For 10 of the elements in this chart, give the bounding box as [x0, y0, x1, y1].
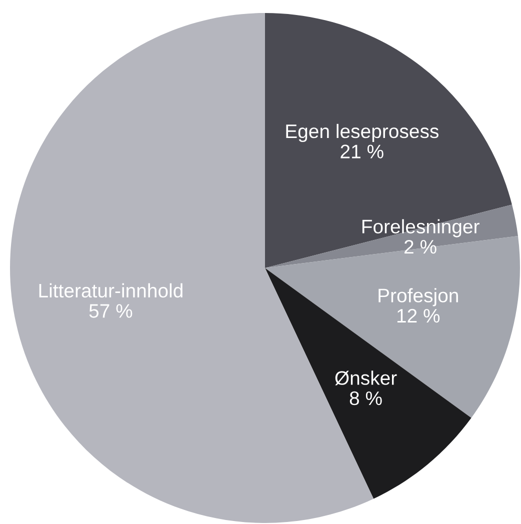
slice-label: Egen leseprosess — [286, 124, 438, 142]
slice-label: Ønsker — [335, 370, 397, 386]
data-label: 57 % — [89, 304, 132, 318]
slice-label: Litteratur-innhold — [39, 283, 182, 298]
slice-label: Profesjon — [378, 288, 458, 306]
data-label: 12 % — [397, 308, 440, 323]
slice-label: Forelesninger — [362, 219, 480, 238]
data-label: 2 % — [404, 240, 436, 254]
data-label: 21 % — [340, 144, 384, 158]
data-label: 8 % — [350, 391, 382, 406]
